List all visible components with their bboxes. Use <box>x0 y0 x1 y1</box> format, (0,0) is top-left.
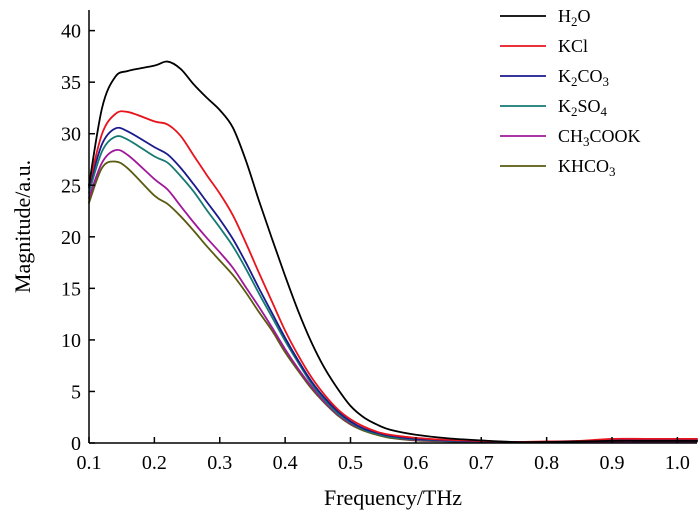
legend-label: K2SO4 <box>558 96 608 119</box>
y-tick-label: 35 <box>61 72 81 94</box>
legend-item-h2o: H2O <box>500 6 591 29</box>
legend-label: H2O <box>558 6 591 29</box>
y-tick-label: 0 <box>71 433 81 455</box>
x-ticks: 0.1 0.2 0.3 0.4 0.5 0.6 0.7 0.8 0.9 1.0 <box>77 437 690 474</box>
legend-item-kcl: KCl <box>500 36 588 56</box>
legend: H2O KCl K2CO3 K2SO4 CH3COOK KHCO3 <box>500 6 641 179</box>
legend-item-khco3: KHCO3 <box>500 156 616 179</box>
y-tick-label: 25 <box>61 175 81 197</box>
series-line-khco3 <box>88 160 698 444</box>
y-tick-label: 30 <box>61 124 81 146</box>
y-ticks: 0 5 10 15 20 25 30 35 40 <box>61 21 95 455</box>
y-axis-title: Magnitude/a.u. <box>10 160 35 293</box>
y-tick-label: 15 <box>61 278 81 300</box>
x-tick-label: 0.1 <box>77 452 102 474</box>
x-tick-label: 0.6 <box>403 452 428 474</box>
x-axis-title: Frequency/THz <box>324 485 462 510</box>
x-tick-label: 0.9 <box>600 452 625 474</box>
y-tick-label: 10 <box>61 330 81 352</box>
x-tick-label: 1.0 <box>665 452 690 474</box>
y-tick-label: 5 <box>71 381 81 403</box>
y-tick-label: 20 <box>61 227 81 249</box>
legend-item-k2co3: K2CO3 <box>500 66 609 89</box>
x-tick-label: 0.2 <box>142 452 167 474</box>
x-tick-label: 0.3 <box>207 452 232 474</box>
legend-label: KHCO3 <box>558 156 616 179</box>
x-tick-label: 0.7 <box>469 452 494 474</box>
y-tick-label: 40 <box>61 21 81 43</box>
legend-label: K2CO3 <box>558 66 609 89</box>
x-tick-label: 0.8 <box>534 452 559 474</box>
x-tick-label: 0.4 <box>273 452 298 474</box>
series-line-k2so4 <box>88 135 698 444</box>
legend-item-k2so4: K2SO4 <box>500 96 608 119</box>
legend-item-ch3cook: CH3COOK <box>500 126 641 149</box>
legend-label: KCl <box>558 36 588 56</box>
legend-label: CH3COOK <box>558 126 641 149</box>
x-tick-label: 0.5 <box>338 452 363 474</box>
series-line-ch3cook <box>88 148 698 444</box>
series-line-h2o <box>88 60 698 444</box>
